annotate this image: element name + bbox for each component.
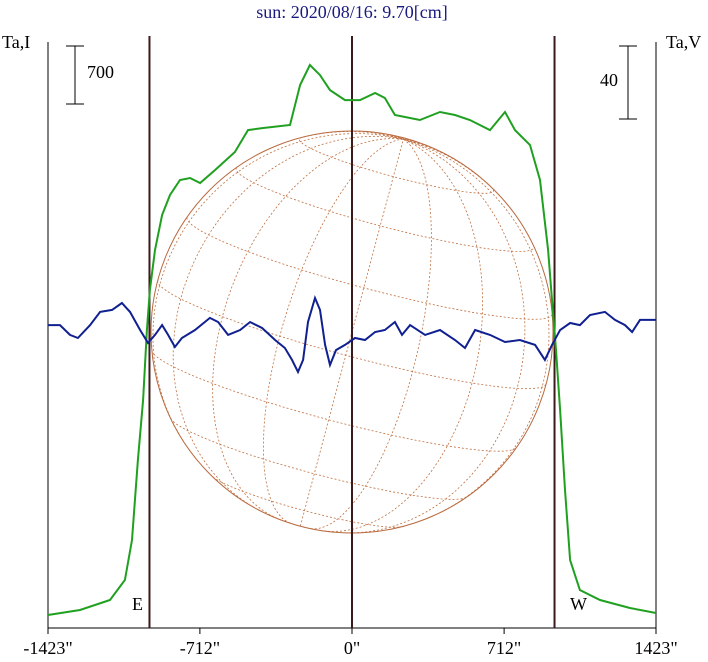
grid-curve: [151, 350, 517, 452]
grid-curve: [152, 133, 404, 461]
grid-curve: [320, 138, 484, 532]
chart-title: sun: 2020/08/16: 9.70[cm]: [256, 2, 448, 22]
grid-curve: [403, 138, 501, 197]
x-tick-label: 1423": [634, 638, 677, 658]
grid-curve: [212, 138, 404, 521]
grid-curve: [345, 138, 526, 534]
grid-curve: [235, 167, 535, 252]
scale-label: 40: [600, 70, 618, 90]
grid-curve: [186, 217, 553, 320]
x-tick-label: 712": [487, 638, 521, 658]
grid-curve: [291, 131, 404, 141]
x-tick-label: -1423": [23, 638, 72, 658]
x-tick-label: -712": [180, 638, 220, 658]
grid-curve: [172, 135, 404, 511]
grid-curve: [310, 138, 432, 530]
y2-axis-label: Ta,V: [666, 32, 701, 52]
grid-curve: [262, 138, 404, 524]
x-tick-label: 0": [344, 638, 360, 658]
grid-curve: [403, 138, 411, 141]
vline-label: E: [132, 594, 143, 614]
grid-curve: [300, 139, 404, 527]
grid-curve: [298, 136, 494, 194]
grid-curve: [403, 138, 550, 521]
grid-curve: [396, 135, 404, 140]
series-line: [48, 295, 656, 375]
vline-label: W: [570, 594, 587, 614]
scale-label: 700: [87, 62, 114, 82]
series-line: [47, 63, 657, 616]
y-axis-label: Ta,I: [2, 32, 30, 52]
